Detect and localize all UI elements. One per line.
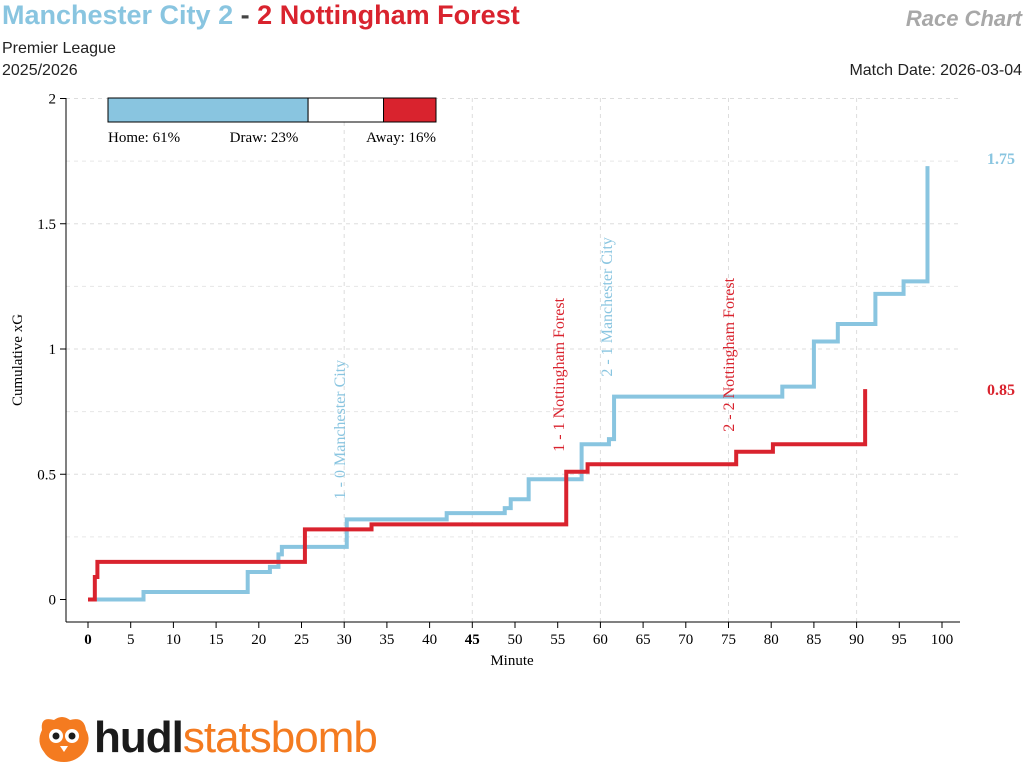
home-final-xg-label: 1.75	[987, 151, 1015, 168]
goal-annotation: 1 - 1 Nottingham Forest	[551, 297, 568, 451]
y-tick-label: 2	[49, 92, 57, 108]
match-date: Match Date: 2026-03-04	[849, 62, 1022, 79]
y-tick-label: 1	[49, 342, 57, 358]
away-team-name: Nottingham Forest	[279, 0, 520, 30]
away-score: 2	[257, 0, 273, 30]
goal-annotation: 2 - 2 Nottingham Forest	[721, 277, 738, 431]
away-xg-line	[88, 389, 868, 602]
x-tick-label: 35	[379, 632, 394, 648]
win-prob-away-segment	[383, 97, 437, 123]
home-score: 2	[218, 0, 234, 30]
y-tick-label: 1.5	[37, 217, 56, 233]
x-tick-label: 40	[422, 632, 437, 648]
goal-annotation: 1 - 0 Manchester City	[332, 360, 349, 500]
x-tick-label: 15	[209, 632, 224, 648]
x-tick-label: 0	[84, 632, 92, 648]
competition-name: Premier League	[2, 40, 116, 57]
y-axis-label: Cumulative xG	[10, 314, 26, 406]
race-chart: 00.511.520 5 10 15 20 25 30 35 40 45 50 55 60 65 70 75 8…	[10, 92, 1015, 670]
win-prob-away-label: Away: 16%	[366, 130, 436, 146]
x-tick-label: 95	[892, 632, 907, 648]
away-final-xg-label: 0.85	[987, 382, 1015, 399]
x-tick-label: 85	[806, 632, 821, 648]
win-prob-home-label: Home: 61%	[108, 130, 180, 146]
x-tick-label: 90	[849, 632, 864, 648]
win-prob-home-segment	[107, 97, 309, 123]
logo-text-hudl: hudl	[94, 713, 184, 762]
x-tick-label: 25	[294, 632, 309, 648]
x-tick-label: 80	[764, 632, 779, 648]
match-title: Manchester City 2 - 2 Nottingham Forest	[2, 0, 520, 31]
chart-subtitle: Race Chart	[905, 6, 1022, 31]
x-tick-label: 55	[550, 632, 565, 648]
home-team-name: Manchester City	[2, 0, 211, 30]
x-tick-label: 50	[508, 632, 523, 648]
win-prob-draw-segment	[307, 97, 385, 123]
logo-text-statsbomb: statsbomb	[182, 713, 378, 762]
x-axis-label: Minute	[490, 653, 534, 669]
x-tick-label: 10	[166, 632, 181, 648]
hudl-statsbomb-logo: hudl statsbomb	[36, 708, 378, 768]
y-tick-label: 0	[49, 593, 57, 609]
statsbomb-owl-icon	[39, 717, 89, 762]
x-tick-label: 20	[251, 632, 266, 648]
x-tick-label: 30	[337, 632, 352, 648]
x-tick-label: 5	[127, 632, 135, 648]
y-tick-label: 0.5	[37, 467, 56, 483]
x-tick-label: 100	[931, 632, 954, 648]
x-tick-label: 70	[678, 632, 693, 648]
x-tick-label: 60	[593, 632, 608, 648]
home-xg-line	[88, 166, 930, 602]
season-label: 2025/2026	[2, 62, 78, 79]
x-tick-label: 45	[465, 632, 480, 648]
goal-annotation: 2 - 1 Manchester City	[599, 237, 616, 377]
x-tick-label: 75	[721, 632, 736, 648]
x-tick-label: 65	[636, 632, 651, 648]
win-prob-draw-label: Draw: 23%	[230, 130, 299, 146]
score-separator: -	[240, 0, 250, 30]
